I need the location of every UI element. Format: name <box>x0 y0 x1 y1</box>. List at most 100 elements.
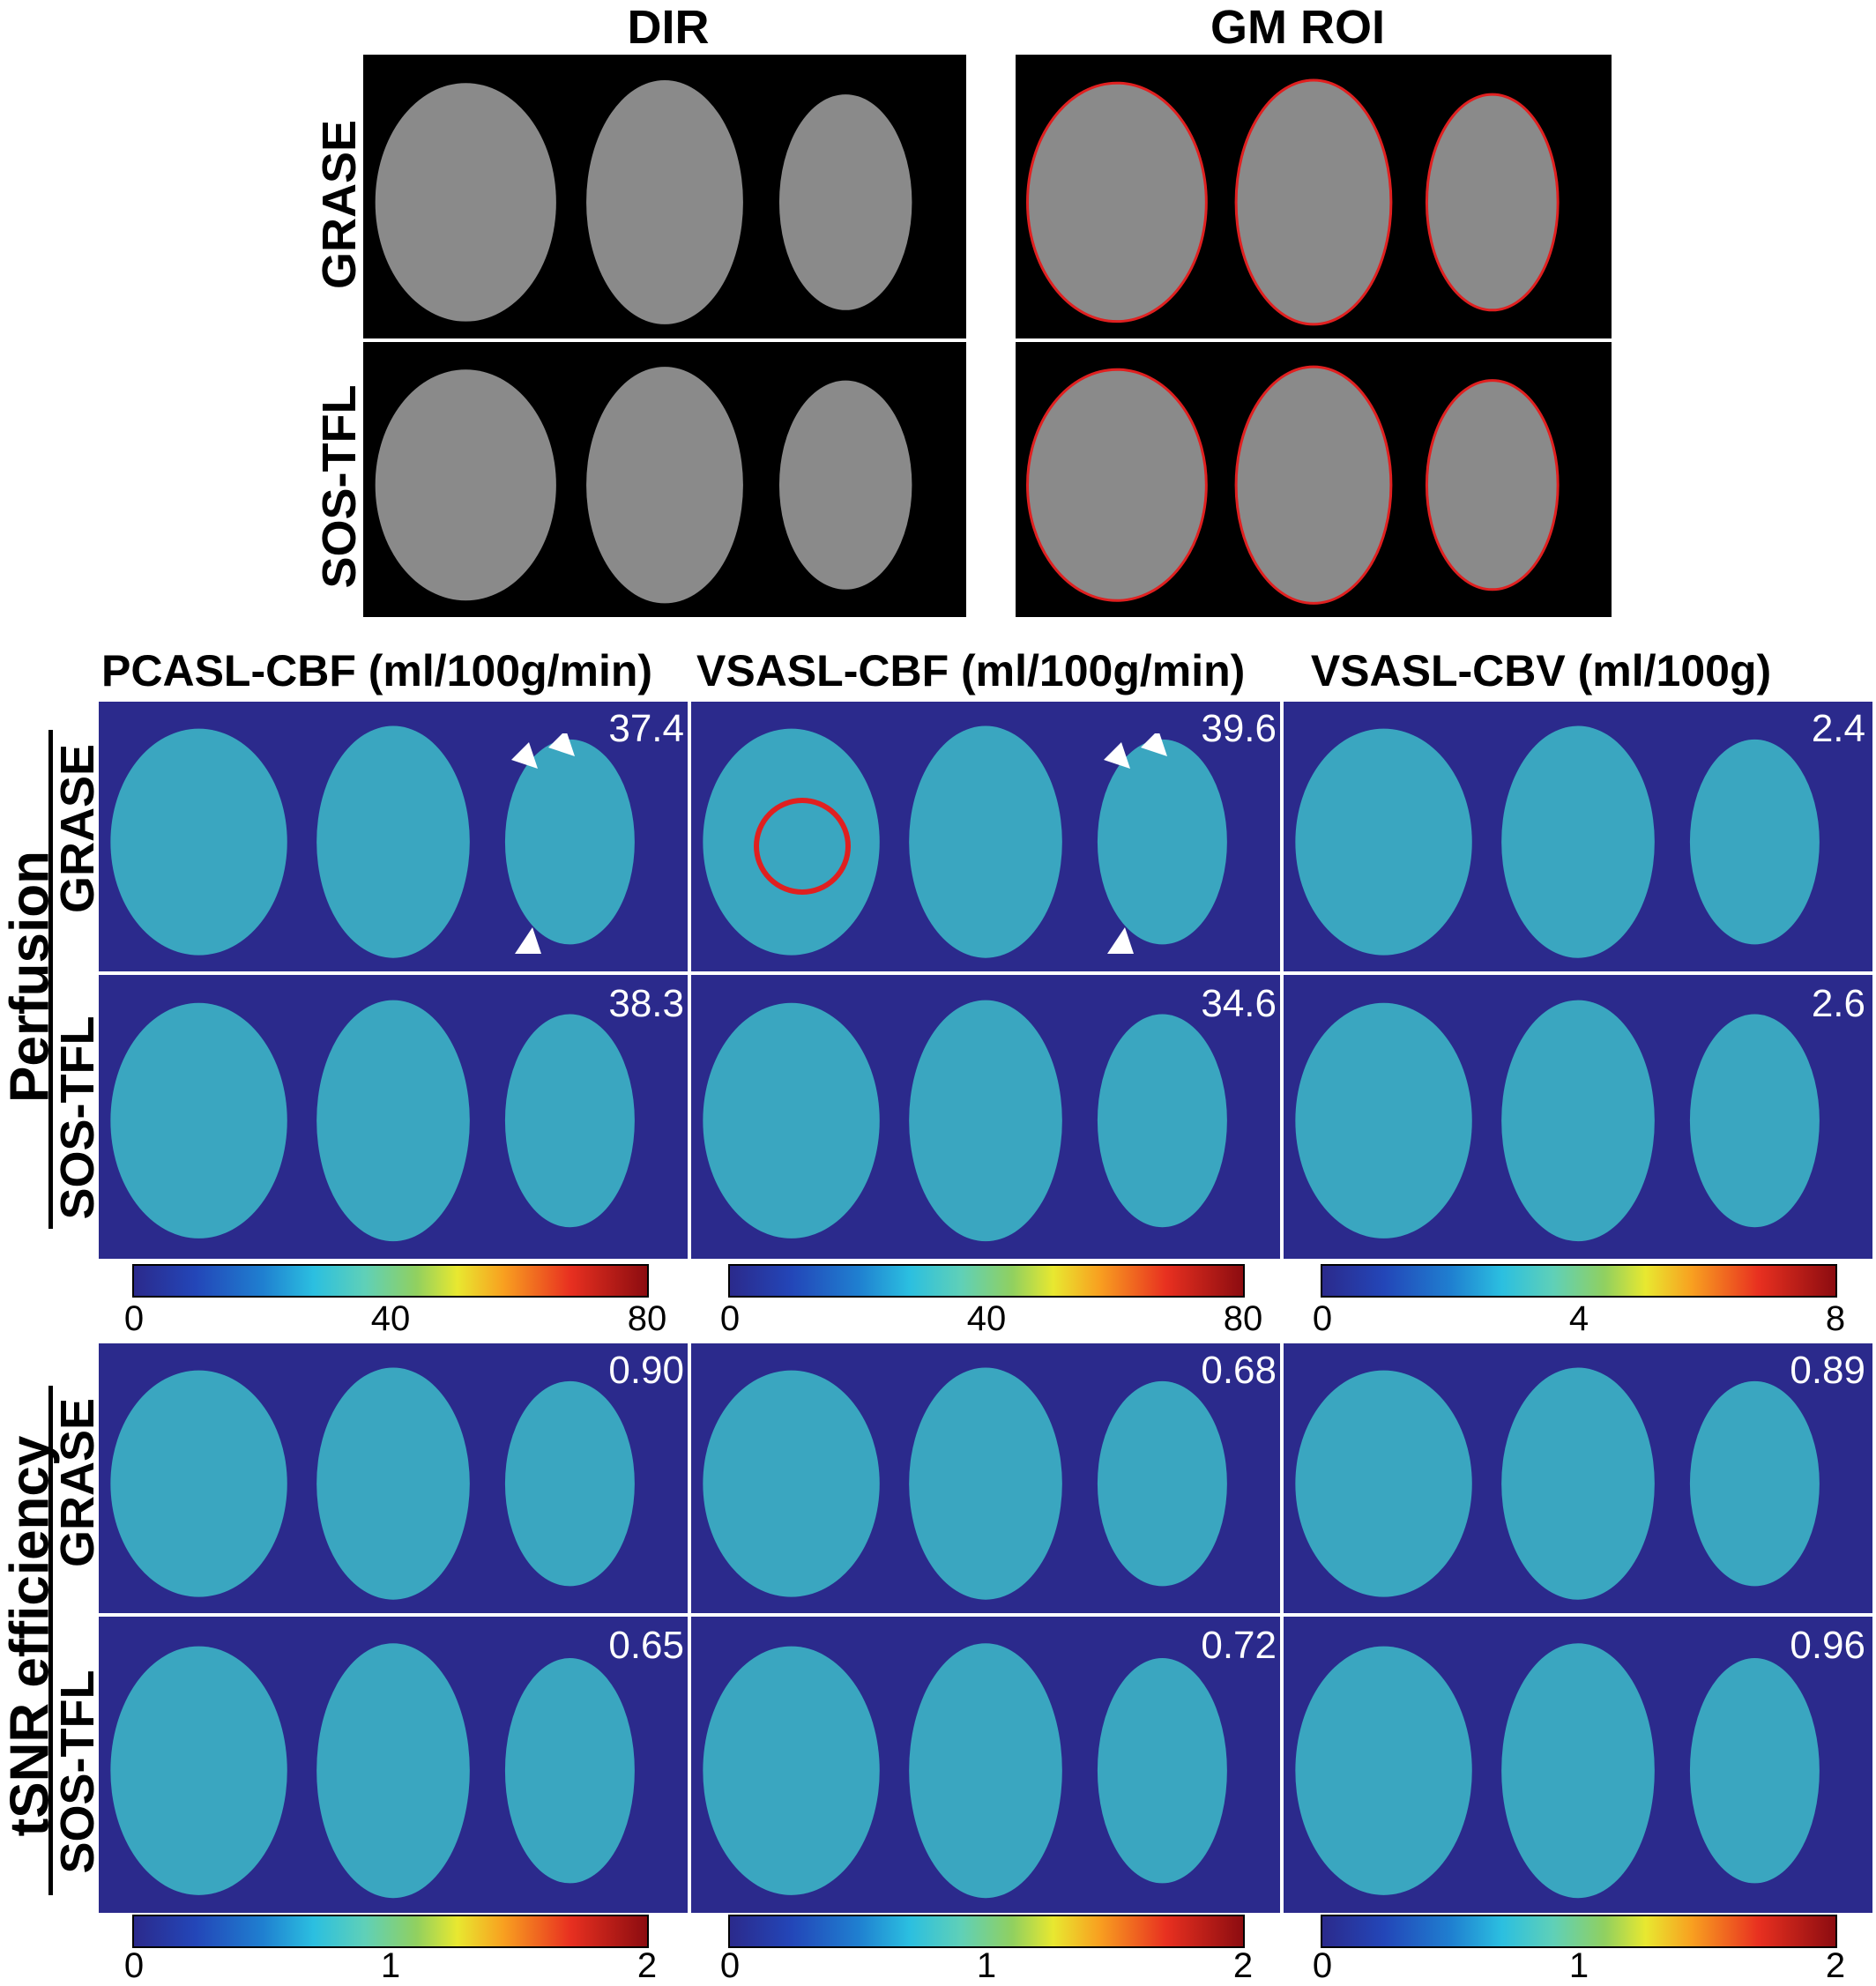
brain-slice-1 <box>1295 728 1472 956</box>
brain-slice-3 <box>504 1658 635 1884</box>
brain-slice-1 <box>375 83 556 322</box>
brain-slice-1 <box>1026 81 1208 324</box>
brain-slice-3 <box>1689 1380 1820 1587</box>
map-slices-r0-c0 <box>110 725 635 958</box>
tick: 80 <box>627 1299 667 1338</box>
map-slices-r1-c0 <box>110 1000 635 1242</box>
map-slices-r3-c2 <box>1295 1643 1820 1899</box>
map-slices-r3-c1 <box>703 1643 1227 1899</box>
tick: 0 <box>123 1299 145 1338</box>
brain-slice-3 <box>504 1380 635 1587</box>
brain-slice-2 <box>1501 1643 1655 1899</box>
value-vsasl-cbv-grase: 2.4 <box>1811 707 1865 750</box>
tick: 2 <box>1825 1946 1846 1985</box>
value-pcasl-grase: 37.4 <box>608 707 684 750</box>
brain-slice-2 <box>909 725 1062 958</box>
brain-slice-1 <box>110 1646 287 1895</box>
colorbar-pcasl-cbf <box>132 1264 649 1298</box>
tick: 40 <box>370 1299 411 1338</box>
tick: 1 <box>1568 1946 1589 1985</box>
tick: 0 <box>123 1946 145 1985</box>
brain-slice-1 <box>703 728 880 956</box>
value-tsnr-pcasl-sostfl: 0.65 <box>608 1624 684 1667</box>
tick: 2 <box>636 1946 658 1985</box>
gmroi-grase-slices <box>1026 78 1560 326</box>
brain-slice-3 <box>1097 1014 1227 1228</box>
map-slices-r0-c1 <box>703 725 1227 958</box>
vsasl-cbf-title: VSASL-CBF (ml/100g/min) <box>696 646 1246 695</box>
brain-slice-2 <box>1234 365 1393 605</box>
brain-slice-2 <box>316 1000 470 1242</box>
brain-slice-2 <box>1501 1367 1655 1600</box>
brain-slice-2 <box>316 1643 470 1899</box>
map-slices-r1-c2 <box>1295 1000 1820 1242</box>
brain-slice-1 <box>110 1370 287 1597</box>
brain-slice-3 <box>504 1014 635 1228</box>
map-slices-r2-c1 <box>703 1367 1227 1600</box>
colorbar-tsnr-vsasl-cbf <box>728 1915 1245 1948</box>
brain-slice-1 <box>1295 1002 1472 1238</box>
tick: 0 <box>719 1299 741 1338</box>
map-slices-r3-c0 <box>110 1643 635 1899</box>
brain-slice-1 <box>703 1002 880 1238</box>
brain-slice-2 <box>316 1367 470 1600</box>
brain-slice-3 <box>778 380 912 590</box>
brain-slice-3 <box>1425 379 1560 591</box>
value-vsasl-cbv-sostfl: 2.6 <box>1811 982 1865 1025</box>
tick: 40 <box>966 1299 1007 1338</box>
brain-slice-3 <box>1689 1014 1820 1228</box>
brain-slice-2 <box>586 79 743 324</box>
row-label-sostfl-tsnr: SOS-TFL <box>51 1670 104 1874</box>
map-slices-r2-c0 <box>110 1367 635 1600</box>
brain-slice-2 <box>909 1643 1062 1899</box>
brain-slice-1 <box>703 1646 880 1895</box>
perfusion-bracket <box>48 730 53 1229</box>
value-tsnr-vsasl-cbv-grase: 0.89 <box>1790 1349 1865 1392</box>
tick: 80 <box>1223 1299 1263 1338</box>
brain-slice-2 <box>316 725 470 958</box>
row-label-grase-perf: GRASE <box>51 743 104 914</box>
arrowheads-pcasl <box>511 733 575 954</box>
brain-slice-3 <box>1689 739 1820 945</box>
map-slices-r1-c1 <box>703 1000 1227 1242</box>
tick: 0 <box>1312 1946 1333 1985</box>
colorbar-vsasl-cbv <box>1321 1264 1837 1298</box>
brain-slice-2 <box>1501 725 1655 958</box>
roi-circle <box>754 798 851 895</box>
brain-slice-1 <box>703 1370 880 1597</box>
brain-slice-2 <box>909 1367 1062 1600</box>
dir-grase-slices <box>375 79 912 324</box>
gmroi-sostfl-slices <box>1026 365 1560 605</box>
colorbar-vsasl-cbf <box>728 1264 1245 1298</box>
tick: 1 <box>380 1946 401 1985</box>
brain-slice-1 <box>1026 368 1208 602</box>
arrowheads-vsasl <box>1104 733 1167 954</box>
colorbar-tsnr-pcasl <box>132 1915 649 1948</box>
brain-slice-3 <box>1097 1380 1227 1587</box>
brain-slice-2 <box>586 367 743 604</box>
brain-slice-3 <box>504 739 635 945</box>
row-label-sostfl-perf: SOS-TFL <box>51 1015 104 1220</box>
value-tsnr-vsasl-cbf-sostfl: 0.72 <box>1201 1624 1277 1667</box>
tick: 0 <box>719 1946 741 1985</box>
tsnr-bracket <box>48 1386 53 1895</box>
brain-slice-1 <box>110 728 287 956</box>
brain-slice-3 <box>1097 739 1227 945</box>
value-tsnr-vsasl-cbv-sostfl: 0.96 <box>1790 1624 1865 1667</box>
brain-slice-1 <box>110 1002 287 1238</box>
value-tsnr-pcasl-grase: 0.90 <box>608 1349 684 1392</box>
tick: 1 <box>976 1946 997 1985</box>
map-slices-r0-c2 <box>1295 725 1820 958</box>
value-vsasl-cbf-grase: 39.6 <box>1201 707 1277 750</box>
row-label-grase-tsnr: GRASE <box>51 1397 104 1568</box>
map-slices-r2-c2 <box>1295 1367 1820 1600</box>
brain-slice-3 <box>778 94 912 310</box>
tick: 4 <box>1568 1299 1589 1338</box>
brain-slice-1 <box>1295 1646 1472 1895</box>
brain-slice-3 <box>1425 93 1560 312</box>
colorbar-tsnr-vsasl-cbv <box>1321 1915 1837 1948</box>
dir-sostfl-slices <box>375 367 912 604</box>
vsasl-cbv-title: VSASL-CBV (ml/100g) <box>1310 646 1772 695</box>
brain-slice-3 <box>1689 1658 1820 1884</box>
tick: 8 <box>1825 1299 1846 1338</box>
